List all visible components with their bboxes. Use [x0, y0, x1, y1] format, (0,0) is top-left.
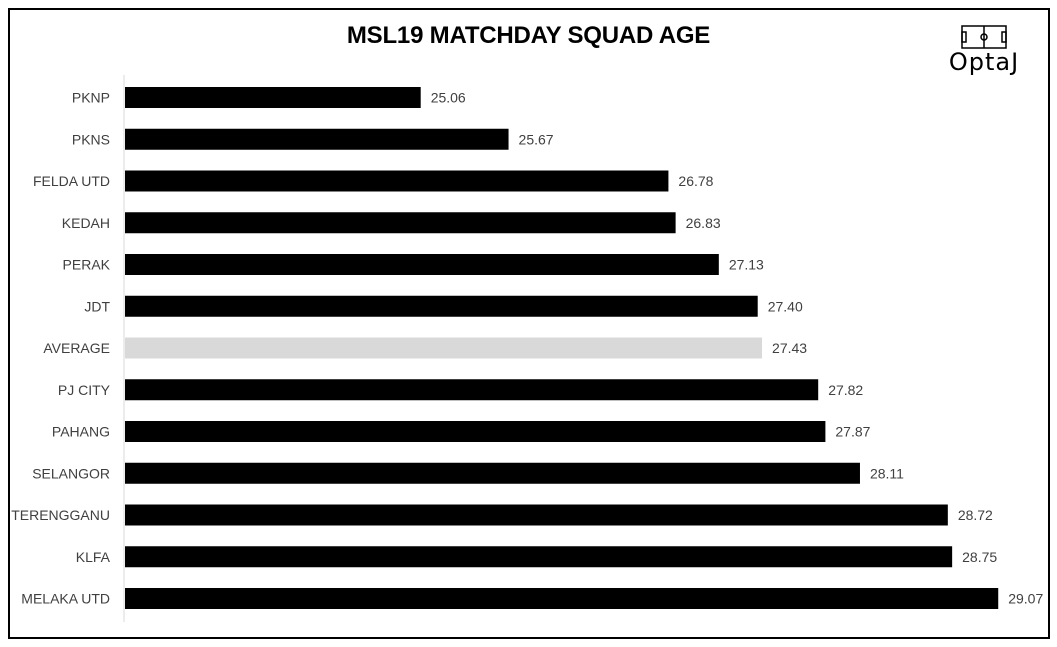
bar-perak — [125, 254, 719, 275]
bar-pahang — [125, 421, 826, 442]
category-label: AVERAGE — [43, 340, 110, 356]
bar-klfa — [125, 546, 953, 568]
value-label: 27.87 — [835, 424, 870, 440]
value-label: 28.11 — [870, 465, 904, 481]
opta-logo: OptaJ — [934, 22, 1034, 82]
bar-average — [125, 337, 763, 359]
bars-layer: PKNP 25.06 PKNS 25.67 FELDA UTD 26.78 KEDAH 26.… — [11, 75, 1043, 622]
bar-felda-utd — [125, 170, 669, 192]
value-label: 25.67 — [519, 131, 554, 147]
category-label: PAHANG — [52, 424, 110, 440]
value-label: 26.78 — [678, 173, 713, 189]
value-label: 27.43 — [772, 340, 807, 356]
value-label: 28.72 — [958, 507, 993, 523]
category-label: KLFA — [76, 549, 111, 565]
bar-pj-city — [125, 379, 819, 401]
value-label: 28.75 — [962, 549, 997, 565]
category-label: PKNS — [72, 131, 110, 147]
category-label: PKNP — [72, 90, 110, 106]
value-label: 25.06 — [431, 90, 466, 106]
category-label: PJ CITY — [58, 382, 111, 398]
category-label: PERAK — [63, 257, 111, 273]
bar-jdt — [125, 295, 758, 317]
bar-pknp — [125, 87, 421, 108]
category-label: KEDAH — [62, 215, 110, 231]
value-label: 26.83 — [686, 215, 721, 231]
bar-melaka-utd — [125, 588, 999, 609]
bar-pkns — [125, 128, 509, 150]
chart-title: MSL19 MATCHDAY SQUAD AGE — [346, 22, 711, 49]
value-label: 27.13 — [729, 257, 764, 273]
bar-kedah — [125, 212, 676, 234]
category-label: FELDA UTD — [33, 173, 110, 189]
category-label: JDT — [84, 298, 110, 314]
football-pitch-icon — [961, 25, 1007, 49]
category-label: SELANGOR — [32, 465, 110, 481]
value-label: 29.07 — [1008, 591, 1043, 607]
category-label: TERENGGANU — [11, 507, 110, 523]
logo-text: OptaJ — [948, 48, 1020, 76]
chart-frame — [8, 8, 1050, 639]
bar-selangor — [125, 462, 860, 484]
value-label: 27.40 — [768, 298, 803, 314]
category-label: MELAKA UTD — [21, 591, 110, 607]
bar-terengganu — [125, 504, 948, 526]
value-label: 27.82 — [828, 382, 863, 398]
